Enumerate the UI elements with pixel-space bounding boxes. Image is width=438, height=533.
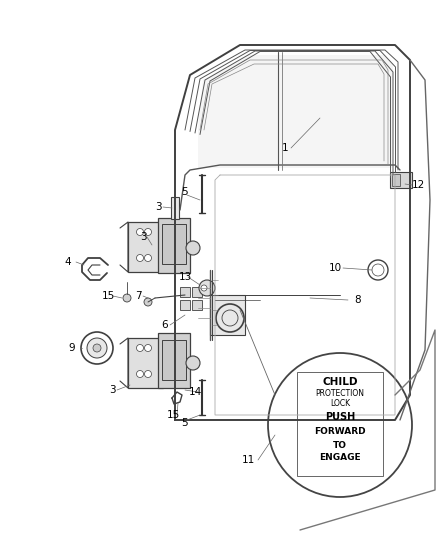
Text: 3: 3 (155, 202, 161, 212)
Circle shape (186, 241, 200, 255)
Text: 14: 14 (188, 387, 201, 397)
FancyBboxPatch shape (210, 295, 245, 335)
Text: ENGAGE: ENGAGE (319, 454, 361, 463)
Text: 5: 5 (182, 187, 188, 197)
Bar (171, 197, 179, 219)
Circle shape (145, 344, 152, 351)
Circle shape (145, 370, 152, 377)
Text: 15: 15 (101, 291, 115, 301)
Text: 10: 10 (328, 263, 342, 273)
Circle shape (186, 356, 200, 370)
Circle shape (123, 294, 131, 302)
Text: 15: 15 (166, 410, 180, 420)
FancyBboxPatch shape (128, 338, 163, 388)
Circle shape (145, 229, 152, 236)
Text: 11: 11 (241, 455, 254, 465)
Circle shape (137, 254, 144, 262)
Circle shape (144, 298, 152, 306)
Circle shape (201, 285, 207, 291)
Text: PROTECTION: PROTECTION (315, 390, 364, 399)
Bar (192, 287, 202, 297)
FancyBboxPatch shape (297, 372, 383, 476)
Bar (180, 287, 190, 297)
Circle shape (268, 353, 412, 497)
Bar (392, 174, 400, 186)
Text: 5: 5 (182, 418, 188, 428)
Text: 1: 1 (282, 143, 288, 153)
Circle shape (81, 332, 113, 364)
Circle shape (87, 338, 107, 358)
Text: PUSH: PUSH (325, 412, 355, 422)
Text: 3: 3 (140, 232, 146, 242)
Circle shape (93, 344, 101, 352)
FancyBboxPatch shape (162, 224, 186, 264)
Polygon shape (198, 55, 393, 168)
FancyBboxPatch shape (158, 333, 190, 388)
Text: 12: 12 (411, 180, 424, 190)
Bar (390, 172, 412, 188)
Circle shape (137, 229, 144, 236)
Text: 3: 3 (109, 385, 115, 395)
Bar (180, 300, 190, 310)
FancyBboxPatch shape (162, 340, 186, 380)
Text: 6: 6 (162, 320, 168, 330)
Circle shape (137, 370, 144, 377)
Text: TO: TO (333, 440, 347, 449)
Text: FORWARD: FORWARD (314, 427, 366, 437)
Circle shape (145, 254, 152, 262)
Circle shape (199, 280, 215, 296)
Text: 9: 9 (69, 343, 75, 353)
Circle shape (137, 344, 144, 351)
Text: 7: 7 (135, 291, 141, 301)
FancyBboxPatch shape (128, 222, 163, 272)
Text: CHILD: CHILD (322, 377, 358, 387)
Text: 8: 8 (355, 295, 361, 305)
Text: 4: 4 (65, 257, 71, 267)
FancyBboxPatch shape (158, 218, 190, 273)
Text: 13: 13 (178, 272, 192, 282)
Text: LOCK: LOCK (330, 399, 350, 408)
Bar (192, 300, 202, 310)
